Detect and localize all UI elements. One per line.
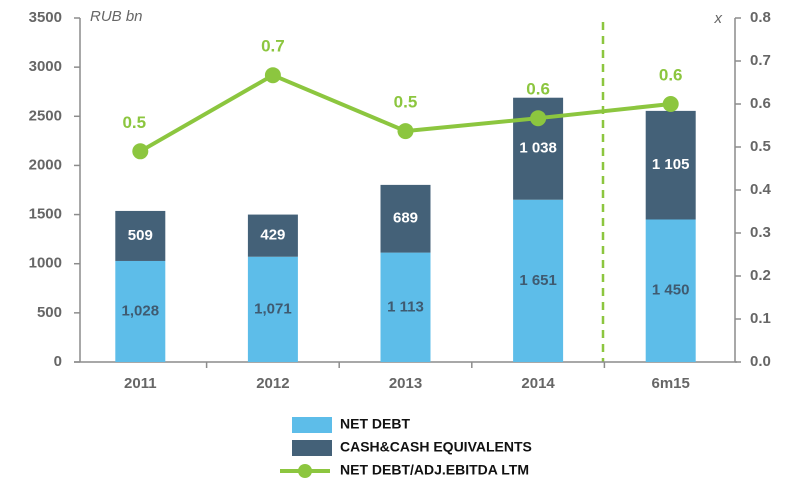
bar-label: 1 038 [519,140,557,157]
y2-tick-label: 0.5 [750,138,771,155]
line [139,72,671,154]
bar-label: 509 [128,227,153,244]
y-axis-label: RUB bn [90,8,143,25]
legend-label: NET DEBT/ADJ.EBITDA LTM [340,462,529,478]
legend-marker [298,464,312,478]
line-label: 0.6 [659,65,683,84]
bar-label: 1 113 [387,298,424,315]
y2-tick-label: 0.6 [750,95,771,112]
bar-label: 1 105 [652,156,690,173]
y2-tick-label: 0.4 [750,181,772,198]
bar-label: 1,028 [122,302,160,319]
y2-tick-label: 0.8 [750,9,771,26]
line-label: 0.7 [261,37,285,56]
line-point [662,96,679,112]
bar [645,110,696,220]
bar [115,260,166,362]
y-tick-label: 3000 [29,58,62,75]
bar [513,199,564,362]
y2-tick-label: 0.2 [750,267,771,284]
y2-tick-label: 0.3 [750,224,771,241]
line-point [530,110,547,127]
bar-label: 429 [260,227,285,244]
y-tick-label: 2500 [29,107,62,124]
bar [115,210,166,261]
bar [247,256,298,362]
y2-tick-label: 0.7 [750,52,771,69]
y2-axis-label: x [714,10,723,27]
line-point [397,123,414,140]
line-label: 0.5 [394,93,418,112]
y-tick-label: 3500 [29,9,62,26]
x-tick-label: 2014 [521,375,555,392]
line-label: 0.6 [526,80,550,99]
x-tick-label: 6m15 [652,375,690,392]
bar [380,252,431,362]
x-tick-label: 2011 [124,375,157,392]
bar [247,214,298,257]
bar-label: 1 651 [519,272,557,289]
y-tick-label: 500 [37,304,62,321]
bar [380,184,431,253]
bar-label: 689 [393,210,418,227]
line-label: 0.5 [122,113,146,132]
y-tick-label: 2000 [29,156,62,173]
legend-label: CASH&CASH EQUIVALENTS [340,439,532,455]
bar [645,219,696,362]
y-tick-label: 0 [54,353,62,370]
legend-label: NET DEBT [340,416,410,432]
y2-tick-label: 0.0 [750,353,771,370]
line-point [132,143,149,160]
x-tick-label: 2012 [256,375,289,392]
legend-swatch [292,440,332,456]
bar-label: 1 450 [652,282,690,299]
legend-swatch [292,417,332,433]
y-tick-label: 1000 [29,255,62,272]
y-tick-label: 1500 [29,206,62,223]
bar-label: 1,071 [254,300,292,317]
x-tick-label: 2013 [389,375,422,392]
line-point [264,67,281,84]
y2-tick-label: 0.1 [750,310,771,327]
